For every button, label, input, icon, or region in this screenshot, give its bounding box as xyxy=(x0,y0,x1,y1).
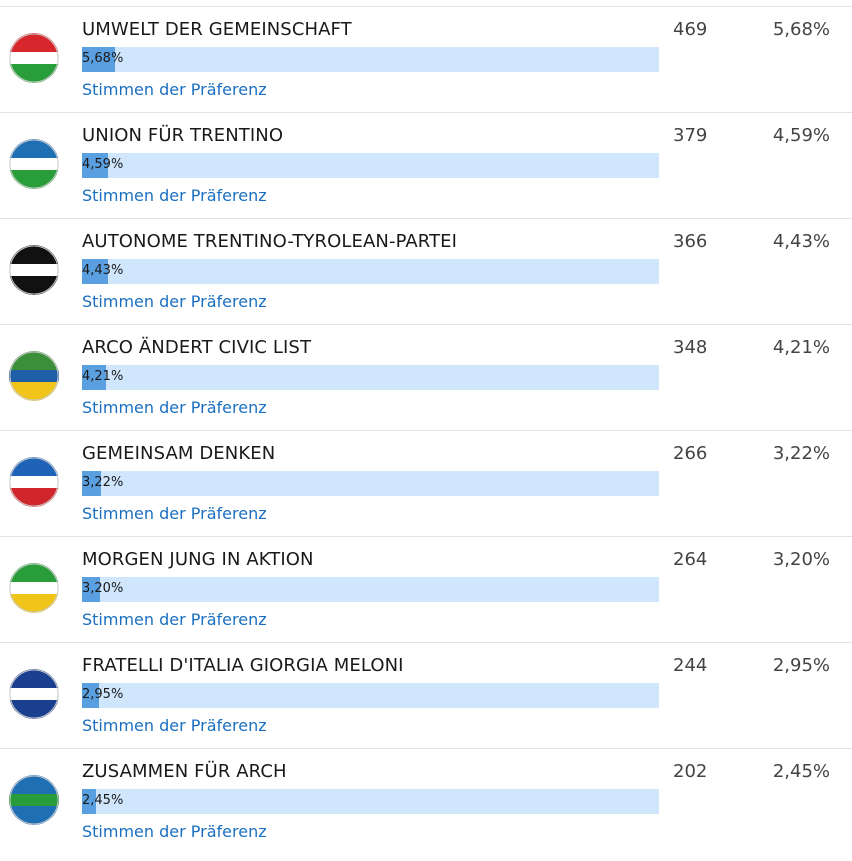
party-name: AUTONOME TRENTINO-TYROLEAN-PARTEI xyxy=(82,231,458,252)
share-bar-label: 3,22% xyxy=(82,475,124,490)
vote-percent: 4,21% xyxy=(772,337,830,358)
share-bar: 4,21% xyxy=(82,365,659,390)
share-bar-label: 3,20% xyxy=(82,581,124,596)
share-bar-fill xyxy=(82,365,107,390)
preference-votes-link[interactable]: Stimmen der Präferenz xyxy=(82,292,267,311)
share-bar-fill xyxy=(82,153,109,178)
share-bar: 4,59% xyxy=(82,153,659,178)
share-bar-label: 4,43% xyxy=(82,263,124,278)
share-bar-label: 4,59% xyxy=(82,157,124,172)
unione-per-il-trentino-logo-icon xyxy=(9,139,59,189)
share-bar-fill xyxy=(82,47,115,72)
share-bar-label: 2,45% xyxy=(82,793,124,808)
party-name: ZUSAMMEN FÜR ARCH xyxy=(82,761,287,782)
vote-count: 264 xyxy=(673,549,708,570)
preference-votes-link[interactable]: Stimmen der Präferenz xyxy=(82,716,267,735)
vote-count: 379 xyxy=(673,125,708,146)
vote-percent: 2,95% xyxy=(772,655,830,676)
share-bar: 2,95% xyxy=(82,683,659,708)
party-row: UNION FÜR TRENTINO 4,59% Stimmen der Präfe… xyxy=(0,112,852,218)
patt-edelweiss-logo-icon xyxy=(9,245,59,295)
preference-votes-link[interactable]: Stimmen der Präferenz xyxy=(82,398,267,417)
preference-votes-link[interactable]: Stimmen der Präferenz xyxy=(82,186,267,205)
share-bar-fill xyxy=(82,789,97,814)
share-bar: 2,45% xyxy=(82,789,659,814)
party-name: UNION FÜR TRENTINO xyxy=(82,125,284,146)
vote-percent: 3,20% xyxy=(772,549,830,570)
vote-count: 348 xyxy=(673,337,708,358)
party-name: UMWELT DER GEMEINSCHAFT xyxy=(82,19,352,40)
share-bar: 3,20% xyxy=(82,577,659,602)
share-bar-label: 4,21% xyxy=(82,369,124,384)
share-bar-label: 5,68% xyxy=(82,51,124,66)
vote-percent: 2,45% xyxy=(772,761,830,782)
vote-count: 244 xyxy=(673,655,708,676)
party-name: FRATELLI D'ITALIA GIORGIA MELONI xyxy=(82,655,404,676)
share-bar-label: 2,95% xyxy=(82,687,124,702)
party-name: ARCO ÄNDERT CIVIC LIST xyxy=(82,337,312,358)
preference-votes-link[interactable]: Stimmen der Präferenz xyxy=(82,822,267,841)
share-bar-fill xyxy=(82,577,101,602)
party-row: ARCO ÄNDERT CIVIC LIST 4,21% Stimmen der P… xyxy=(0,324,852,430)
arco-cambia-logo-icon xyxy=(9,351,59,401)
party-results-list: UMWELT DER GEMEINSCHAFT 5,68% Stimmen der … xyxy=(0,6,852,854)
share-bar: 4,43% xyxy=(82,259,659,284)
share-bar: 5,68% xyxy=(82,47,659,72)
vote-percent: 4,59% xyxy=(772,125,830,146)
share-bar-fill xyxy=(82,683,100,708)
insieme-per-arco-logo-icon xyxy=(9,775,59,825)
vote-count: 202 xyxy=(673,761,708,782)
share-bar: 3,22% xyxy=(82,471,659,496)
pensare-arco-logo-icon xyxy=(9,457,59,507)
comunita-lavoro-ambiente-logo-icon xyxy=(9,33,59,83)
fratelli-ditalia-logo-icon xyxy=(9,669,59,719)
vote-percent: 4,43% xyxy=(772,231,830,252)
vote-count: 366 xyxy=(673,231,708,252)
share-bar-fill xyxy=(82,259,108,284)
party-row: MORGEN JUNG IN AKTION 3,20% Stimmen der Pr… xyxy=(0,536,852,642)
vote-count: 469 xyxy=(673,19,708,40)
preference-votes-link[interactable]: Stimmen der Präferenz xyxy=(82,80,267,99)
party-row: ZUSAMMEN FÜR ARCH 2,45% Stimmen der Präfer… xyxy=(0,748,852,854)
preference-votes-link[interactable]: Stimmen der Präferenz xyxy=(82,610,267,629)
party-row: AUTONOME TRENTINO-TYROLEAN-PARTEI 4,43% St… xyxy=(0,218,852,324)
party-row: GEMEINSAM DENKEN 3,22% Stimmen der Präfere… xyxy=(0,430,852,536)
preference-votes-link[interactable]: Stimmen der Präferenz xyxy=(82,504,267,523)
vote-percent: 3,22% xyxy=(772,443,830,464)
party-row: FRATELLI D'ITALIA GIORGIA MELONI 2,95% Sti… xyxy=(0,642,852,748)
party-name: GEMEINSAM DENKEN xyxy=(82,443,276,464)
share-bar-fill xyxy=(82,471,101,496)
party-name: MORGEN JUNG IN AKTION xyxy=(82,549,314,570)
vote-percent: 5,68% xyxy=(772,19,830,40)
vote-count: 266 xyxy=(673,443,708,464)
domani-logo-icon xyxy=(9,563,59,613)
party-row: UMWELT DER GEMEINSCHAFT 5,68% Stimmen der … xyxy=(0,6,852,112)
